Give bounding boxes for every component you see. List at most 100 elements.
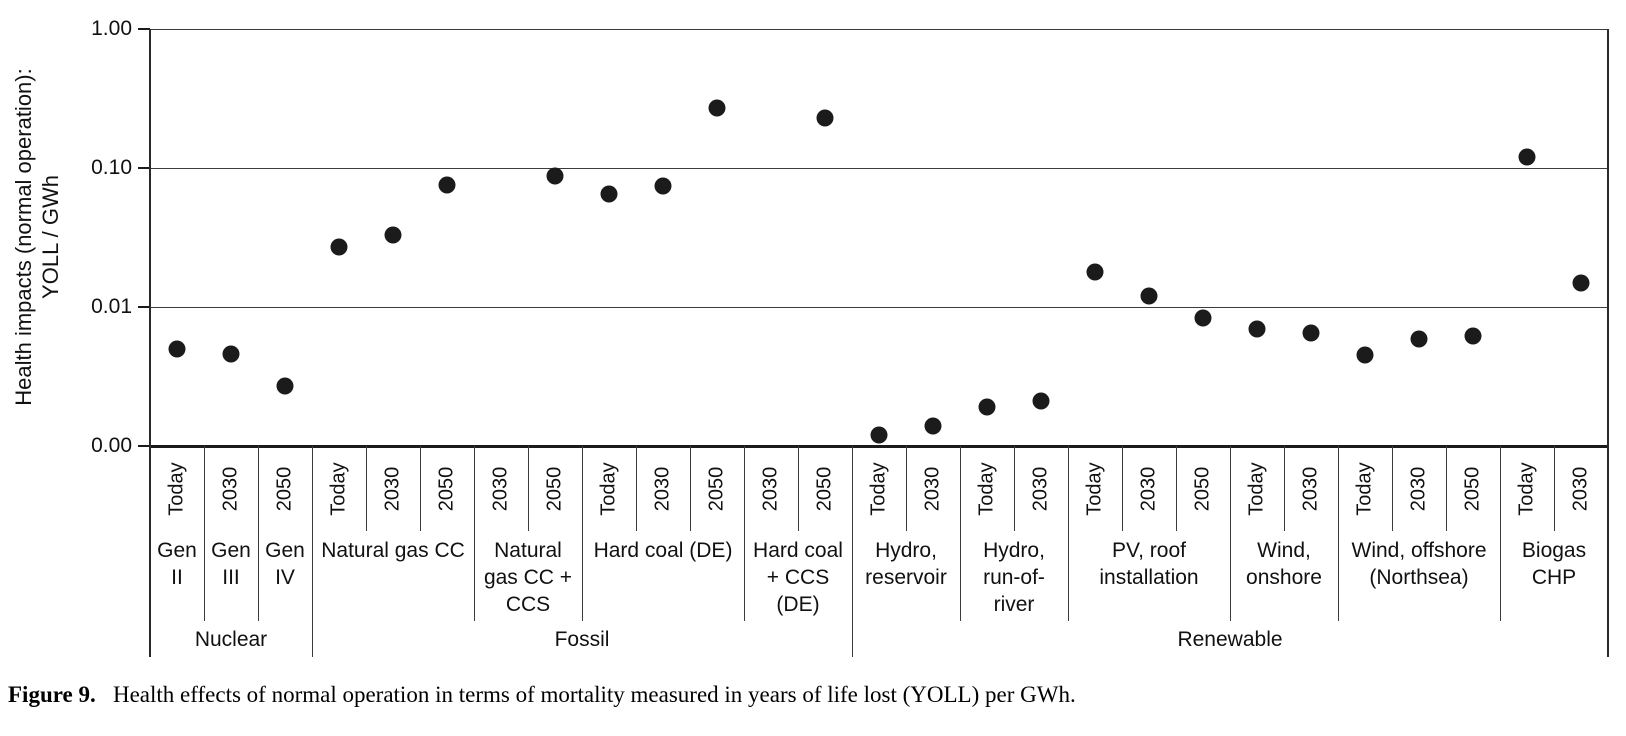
plot-border-left bbox=[149, 29, 151, 657]
tech-label-line: Hard coal (DE) bbox=[593, 539, 733, 562]
year-column-divider bbox=[689, 446, 691, 531]
data-point bbox=[1032, 392, 1050, 410]
year-tick-label-Today: Today bbox=[165, 462, 188, 516]
year-tick-label-2050: 2050 bbox=[435, 466, 458, 512]
y-tick-mark bbox=[138, 306, 150, 308]
data-point bbox=[276, 377, 294, 395]
data-point bbox=[546, 167, 564, 185]
year-tick-label-Today: Today bbox=[1083, 462, 1106, 516]
tech-label-line: Hydro, bbox=[983, 539, 1045, 562]
gridline-1.00 bbox=[150, 28, 1608, 30]
group-label-Fossil: Fossil bbox=[554, 628, 610, 651]
data-point bbox=[1518, 148, 1536, 166]
figure-caption: Figure 9. Health effects of normal opera… bbox=[8, 682, 1076, 708]
gridline-0.10 bbox=[150, 167, 1608, 169]
tech-label: Biogas CHP bbox=[1522, 537, 1586, 591]
year-tick-label-2050: 2050 bbox=[273, 466, 296, 512]
y-tick-mark bbox=[138, 28, 150, 30]
year-tick-label-2030: 2030 bbox=[921, 466, 944, 512]
group-divider bbox=[851, 446, 853, 657]
year-column-divider bbox=[365, 446, 367, 531]
data-point bbox=[924, 417, 942, 435]
tech-label: PV, roof installation bbox=[1099, 537, 1198, 591]
year-tick-label-2030: 2030 bbox=[1569, 466, 1592, 512]
year-tick-label-2030: 2030 bbox=[219, 466, 242, 512]
year-tick-label-Today: Today bbox=[327, 462, 350, 516]
tech-label: Gen III bbox=[211, 537, 251, 591]
tech-divider bbox=[473, 446, 475, 621]
tech-label-line: installation bbox=[1099, 566, 1199, 589]
tech-label: Hydro, run-of-river bbox=[983, 537, 1045, 618]
tech-label-line: + CCS bbox=[766, 566, 830, 589]
tech-label: Wind, onshore bbox=[1246, 537, 1322, 591]
year-column-divider bbox=[1553, 446, 1555, 531]
group-label-Renewable: Renewable bbox=[1177, 628, 1283, 651]
tech-divider bbox=[743, 446, 745, 621]
year-tick-label-Today: Today bbox=[1245, 462, 1268, 516]
data-point bbox=[1464, 327, 1482, 345]
year-tick-label-2030: 2030 bbox=[1137, 466, 1160, 512]
data-point bbox=[222, 345, 240, 363]
tech-label: Wind, offshore (Northsea) bbox=[1351, 537, 1486, 591]
year-column-divider bbox=[527, 446, 529, 531]
data-point bbox=[1194, 309, 1212, 327]
year-tick-label-2030: 2030 bbox=[651, 466, 674, 512]
year-tick-label-2050: 2050 bbox=[1191, 466, 1214, 512]
year-column-divider bbox=[419, 446, 421, 531]
tech-label-line: reservoir bbox=[865, 566, 947, 589]
year-tick-label-2050: 2050 bbox=[813, 466, 836, 512]
tech-label-line: Wind, bbox=[1257, 539, 1311, 562]
tech-label: Gen IV bbox=[265, 537, 305, 591]
plot-border-right bbox=[1607, 29, 1609, 657]
group-divider bbox=[311, 446, 313, 657]
year-tick-label-2050: 2050 bbox=[1461, 466, 1484, 512]
data-point bbox=[978, 398, 996, 416]
tech-label-line: Gen bbox=[265, 539, 305, 562]
year-tick-label-2030: 2030 bbox=[1029, 466, 1052, 512]
y-tick-label: 0.00 bbox=[91, 434, 132, 457]
tech-label: Natural gas CC + CCS bbox=[484, 537, 572, 618]
tech-label-line: CCS bbox=[505, 593, 551, 616]
data-point bbox=[654, 177, 672, 195]
data-point bbox=[1302, 324, 1320, 342]
tech-label-line: (DE) bbox=[776, 593, 820, 616]
data-point bbox=[330, 238, 348, 256]
year-tick-label-2050: 2050 bbox=[543, 466, 566, 512]
x-axis-line bbox=[150, 445, 1608, 448]
year-tick-label-2030: 2030 bbox=[1299, 466, 1322, 512]
data-point bbox=[600, 185, 618, 203]
data-point bbox=[870, 426, 888, 444]
data-point bbox=[168, 340, 186, 358]
tech-label-line: (Northsea) bbox=[1369, 566, 1469, 589]
tech-label-line: gas CC + bbox=[483, 566, 573, 589]
tech-label-line: Natural gas CC bbox=[321, 539, 465, 562]
tech-label-line: Gen bbox=[157, 539, 197, 562]
tech-divider bbox=[257, 446, 259, 621]
data-point bbox=[1248, 320, 1266, 338]
tech-label-line: IV bbox=[275, 566, 295, 589]
caption-figure-number: Figure 9. bbox=[8, 682, 96, 707]
year-tick-label-Today: Today bbox=[1353, 462, 1376, 516]
data-point bbox=[1572, 274, 1590, 292]
tech-label-line: PV, roof bbox=[1112, 539, 1186, 562]
data-point bbox=[438, 176, 456, 194]
year-column-divider bbox=[1283, 446, 1285, 531]
tech-label-line: III bbox=[222, 566, 240, 589]
tech-divider bbox=[1499, 446, 1501, 621]
y-tick-mark bbox=[138, 167, 150, 169]
tech-label: Hard coal + CCS (DE) bbox=[753, 537, 843, 618]
year-column-divider bbox=[1013, 446, 1015, 531]
tech-label-line: Hard coal bbox=[753, 539, 843, 562]
data-point bbox=[1356, 346, 1374, 364]
tech-label-line: II bbox=[171, 566, 183, 589]
data-point bbox=[1140, 287, 1158, 305]
tech-divider bbox=[1337, 446, 1339, 621]
tech-divider bbox=[1229, 446, 1231, 621]
tech-label: Hard coal (DE) bbox=[594, 537, 733, 564]
y-tick-mark bbox=[138, 445, 150, 447]
year-column-divider bbox=[1121, 446, 1123, 531]
year-tick-label-2050: 2050 bbox=[705, 466, 728, 512]
y-tick-label: 0.10 bbox=[91, 156, 132, 179]
tech-label: Gen II bbox=[157, 537, 197, 591]
year-tick-label-2030: 2030 bbox=[1407, 466, 1430, 512]
